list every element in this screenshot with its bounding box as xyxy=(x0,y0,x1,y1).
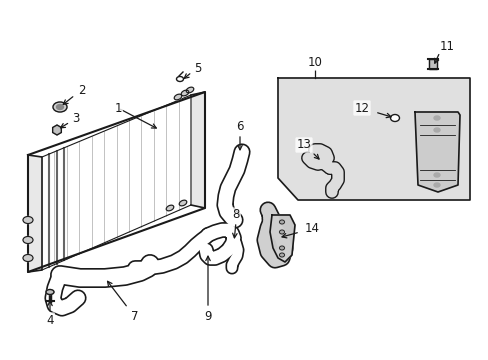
Ellipse shape xyxy=(181,90,188,96)
Ellipse shape xyxy=(433,183,439,187)
Bar xyxy=(428,59,436,69)
Ellipse shape xyxy=(23,237,33,243)
Text: 12: 12 xyxy=(354,102,369,114)
Ellipse shape xyxy=(176,77,183,81)
Text: 10: 10 xyxy=(307,57,322,69)
Polygon shape xyxy=(269,215,294,262)
Text: 14: 14 xyxy=(304,221,319,234)
Ellipse shape xyxy=(279,253,284,257)
Ellipse shape xyxy=(433,128,439,132)
Ellipse shape xyxy=(166,205,173,211)
Ellipse shape xyxy=(390,114,399,122)
Ellipse shape xyxy=(433,116,439,120)
Polygon shape xyxy=(191,92,204,208)
Ellipse shape xyxy=(179,200,186,206)
Text: 8: 8 xyxy=(232,208,239,221)
Ellipse shape xyxy=(23,255,33,261)
Text: 2: 2 xyxy=(78,85,85,98)
Text: 6: 6 xyxy=(236,121,243,134)
Ellipse shape xyxy=(46,289,54,294)
Ellipse shape xyxy=(174,94,182,100)
Text: 4: 4 xyxy=(46,314,54,327)
Text: 11: 11 xyxy=(439,40,453,53)
Text: 3: 3 xyxy=(72,112,80,125)
Bar xyxy=(428,59,436,69)
Text: 9: 9 xyxy=(204,310,211,323)
Polygon shape xyxy=(42,95,191,270)
Ellipse shape xyxy=(57,104,63,109)
Ellipse shape xyxy=(279,230,284,234)
Text: 5: 5 xyxy=(194,62,201,75)
Text: 7: 7 xyxy=(131,310,139,323)
Ellipse shape xyxy=(433,173,439,177)
Ellipse shape xyxy=(279,246,284,250)
Text: 13: 13 xyxy=(296,139,311,152)
Polygon shape xyxy=(28,155,42,272)
Ellipse shape xyxy=(186,87,193,93)
Ellipse shape xyxy=(23,216,33,224)
Polygon shape xyxy=(414,112,459,192)
Text: 1: 1 xyxy=(114,102,122,114)
Ellipse shape xyxy=(279,220,284,224)
Ellipse shape xyxy=(53,102,67,112)
Polygon shape xyxy=(278,78,469,200)
